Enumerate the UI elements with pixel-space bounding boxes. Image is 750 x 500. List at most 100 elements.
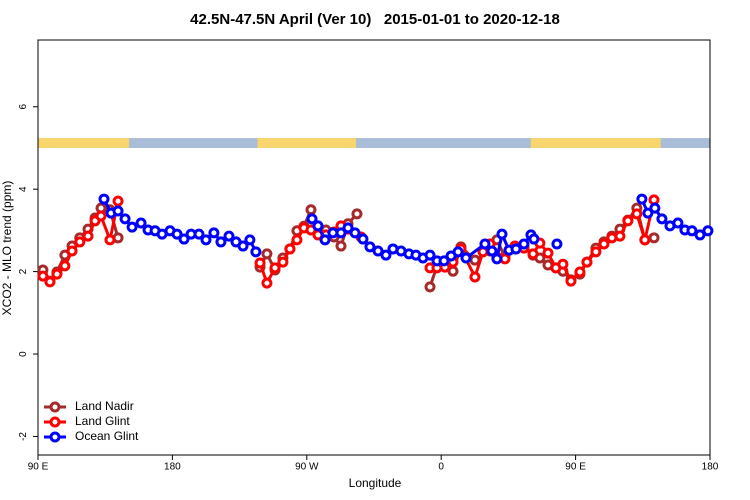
legend-label: Ocean Glint	[75, 429, 139, 443]
data-point	[112, 195, 124, 207]
data-point	[319, 234, 331, 246]
data-point	[510, 243, 522, 255]
data-point	[357, 233, 369, 245]
data-point	[518, 238, 530, 250]
data-point	[622, 215, 634, 227]
data-point	[312, 220, 324, 232]
data-point	[223, 230, 235, 242]
data-point	[37, 270, 49, 282]
data-point	[306, 213, 318, 225]
data-point	[119, 213, 131, 225]
data-point	[614, 230, 626, 242]
data-point	[135, 217, 147, 229]
y-axis-label: XCO2 - MLO trend (ppm)	[0, 181, 14, 316]
data-point	[250, 246, 262, 258]
data-point	[277, 256, 289, 268]
data-point	[574, 266, 586, 278]
data-point	[672, 217, 684, 229]
data-point	[590, 246, 602, 258]
data-point	[98, 193, 110, 205]
land-strip	[530, 138, 661, 148]
data-point	[193, 228, 205, 240]
data-point	[291, 234, 303, 246]
plot-frame	[37, 39, 711, 456]
data-point	[469, 271, 481, 283]
data-point	[237, 240, 249, 252]
data-point	[104, 234, 116, 246]
data-point	[479, 238, 491, 250]
data-point	[551, 238, 563, 250]
data-point	[261, 248, 273, 260]
land-strip	[38, 138, 130, 148]
x-tick-label: 180	[702, 462, 719, 473]
data-point	[171, 228, 183, 240]
x-axis-label: Longitude	[349, 476, 402, 490]
y-tick-label: 2	[18, 268, 29, 274]
data-point	[642, 207, 654, 219]
data-point	[335, 227, 347, 239]
data-point	[694, 229, 706, 241]
data-point	[178, 233, 190, 245]
land-strip	[257, 138, 357, 148]
data-point	[269, 262, 281, 274]
data-point	[542, 247, 554, 259]
data-point	[557, 258, 569, 270]
legend-marker	[49, 416, 61, 428]
data-point	[636, 193, 648, 205]
y-tick-label: 6	[18, 104, 29, 110]
data-point	[639, 234, 651, 246]
data-point	[380, 249, 392, 261]
data-point	[598, 238, 610, 250]
x-tick-label: 0	[438, 462, 444, 473]
ocean-strip	[38, 138, 710, 148]
data-point	[215, 236, 227, 248]
legend-marker	[49, 401, 61, 413]
x-tick-label: 90 E	[28, 462, 49, 473]
data-point	[648, 232, 660, 244]
data-point	[527, 248, 539, 260]
data-point	[702, 225, 714, 237]
data-point	[581, 256, 593, 268]
data-point	[372, 245, 384, 257]
y-tick-label: 4	[18, 186, 29, 192]
data-point	[44, 276, 56, 288]
data-point	[261, 277, 273, 289]
data-point	[656, 213, 668, 225]
data-point	[565, 275, 577, 287]
data-point	[342, 222, 354, 234]
data-point	[649, 202, 661, 214]
data-point	[686, 225, 698, 237]
data-point	[66, 245, 78, 257]
data-point	[335, 240, 347, 252]
data-point	[59, 260, 71, 272]
data-point	[491, 253, 503, 265]
data-point	[424, 281, 436, 293]
data-point	[460, 252, 472, 264]
data-point	[486, 245, 498, 257]
data-point	[424, 249, 436, 261]
x-tick-label: 90 E	[565, 462, 586, 473]
legend-label: Land Glint	[75, 414, 130, 428]
data-point	[631, 208, 643, 220]
data-point	[95, 210, 107, 222]
legend-label: Land Nadir	[75, 399, 134, 413]
data-point	[126, 221, 138, 233]
data-point	[469, 254, 481, 266]
chart-title: 42.5N-47.5N April (Ver 10) 2015-01-01 to…	[190, 11, 560, 28]
data-point	[112, 205, 124, 217]
data-point	[200, 234, 212, 246]
data-point	[284, 243, 296, 255]
data-point	[528, 233, 540, 245]
x-tick-label: 90 W	[295, 462, 319, 473]
y-tick-label: -2	[18, 432, 29, 441]
data-point	[74, 236, 86, 248]
data-point	[349, 227, 361, 239]
data-point	[254, 257, 266, 269]
data-point	[648, 194, 660, 206]
x-tick-label: 180	[164, 462, 181, 473]
data-point	[452, 246, 464, 258]
y-tick-label: 0	[18, 351, 29, 357]
data-point	[51, 268, 63, 280]
data-point	[438, 255, 450, 267]
